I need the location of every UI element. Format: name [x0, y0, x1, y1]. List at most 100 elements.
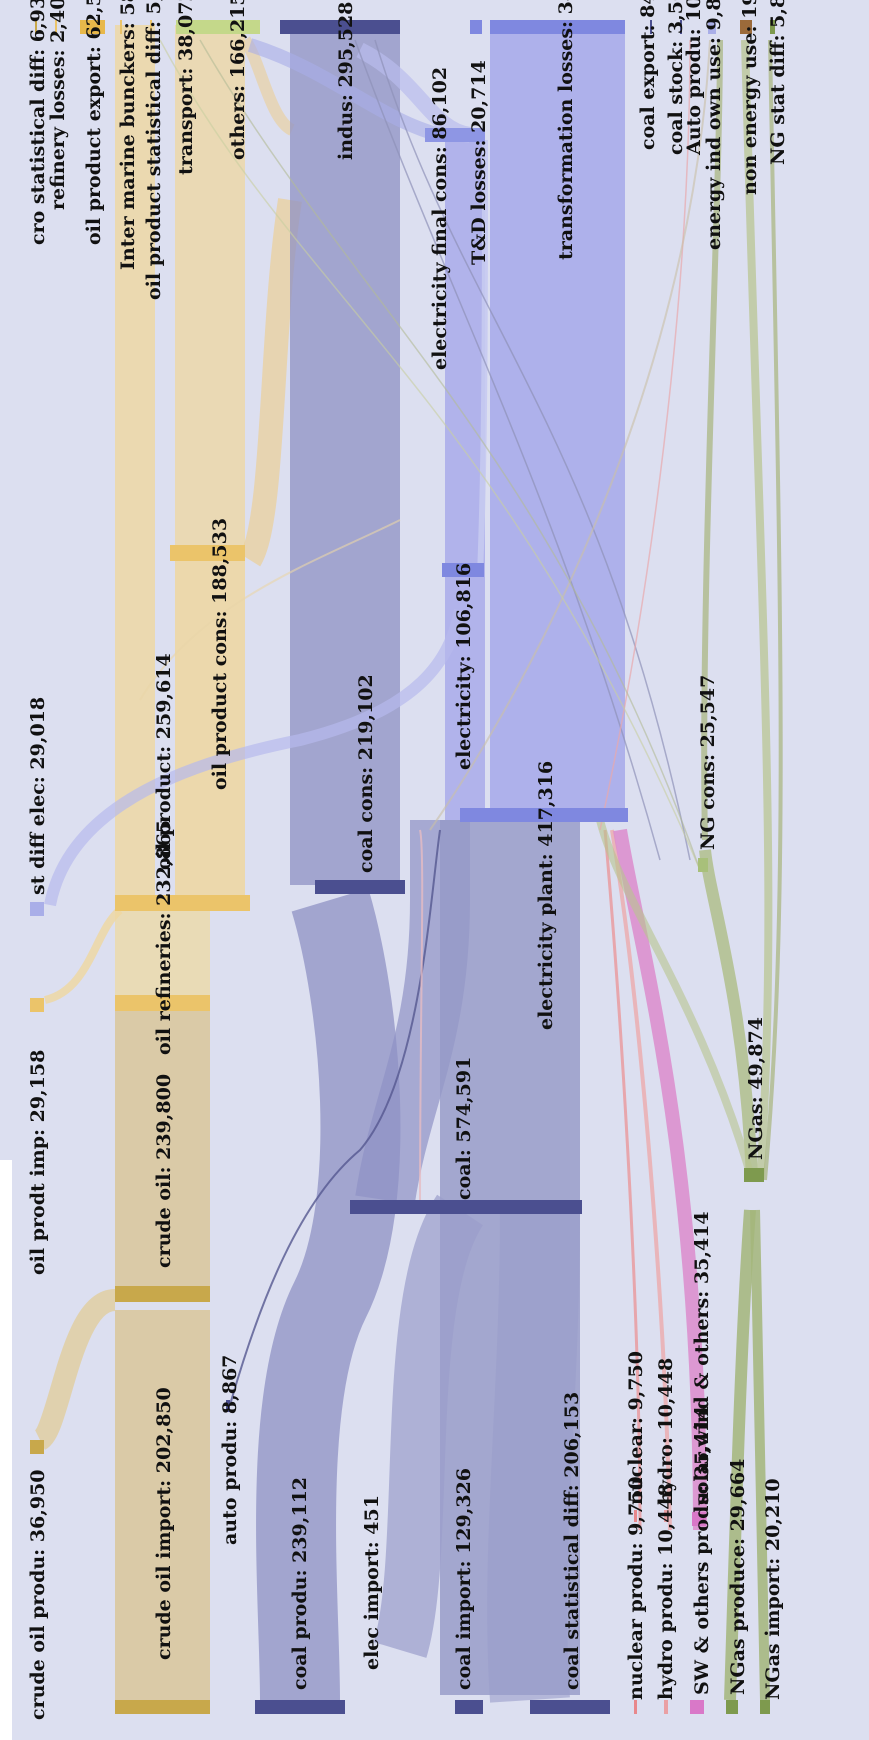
label-ngas-produce: NGas produce: 29,664 [727, 1459, 749, 1695]
flow-elec-to-others [247, 38, 442, 142]
label-sw-produ: SW & others produ: 35,414 [691, 1405, 713, 1695]
node-electricity-final-cons[interactable] [425, 128, 485, 142]
node-energy-ind-own-use[interactable] [708, 20, 716, 34]
flow-elec-import [419, 829, 424, 1211]
node-coal-cons[interactable] [315, 880, 405, 894]
node-refinery-losses[interactable] [55, 20, 57, 34]
node-oil-product-cons[interactable] [170, 545, 245, 561]
node-oil-product[interactable] [115, 895, 250, 911]
label-oil-prodt-imp: oil prodt imp: 29,158 [27, 1050, 49, 1275]
node-electricity-plant[interactable] [460, 808, 628, 822]
node-indus[interactable] [280, 20, 400, 34]
label-electricity: electricity: 106,816 [453, 563, 475, 770]
label-oil-refineries: oil refineries: 232,865 [153, 820, 175, 1055]
node-sw-produ[interactable] [690, 1700, 704, 1714]
legend-oil-prodt-imp[interactable] [30, 998, 44, 1012]
flow-crude-oil [115, 995, 210, 1300]
node-inter-marine-bunckers[interactable] [120, 20, 122, 34]
flow-ngas-import [750, 1209, 770, 1701]
node-ngas-import[interactable] [760, 1700, 770, 1714]
flow-coal-export [354, 39, 661, 861]
flow-oil-elec [139, 519, 401, 701]
node-bars [30, 20, 775, 1714]
label-coal-import: coal import: 129,326 [453, 1468, 475, 1690]
label-refinery-losses: refinery losses: 2,409 [47, 0, 69, 210]
node-ng-cons[interactable] [698, 858, 708, 872]
node-oil-product-export[interactable] [80, 20, 105, 34]
label-coal-produ: coal produ: 239,112 [289, 1477, 311, 1690]
node-solar[interactable] [692, 1512, 706, 1526]
node-ng-stat-diff[interactable] [770, 20, 775, 34]
flow-coal-stat-curve [487, 1209, 580, 1703]
node-crude-oil-import[interactable] [115, 1700, 210, 1714]
node-coal[interactable] [350, 1200, 582, 1214]
label-nuclear: nuclear: 9,750 [625, 1351, 647, 1505]
label-nuclear-produ: nuclear produ: 9,750 [625, 1476, 647, 1700]
flow-st-diff-elec [44, 608, 466, 907]
flow-elec-plant [440, 820, 580, 1205]
node-non-energy-use[interactable] [740, 20, 752, 34]
label-crude-oil-import: crude oil import: 202,850 [153, 1387, 175, 1660]
left-edge-margin [0, 1160, 12, 1740]
label-coal-stock: coal stock: 3,506 [665, 0, 687, 155]
label-crude-oil: crude oil: 239,800 [153, 1074, 175, 1268]
flow-oil-export [115, 25, 155, 905]
label-oil-product: oil product: 259,614 [153, 653, 175, 870]
node-cro-statistical-diff[interactable] [35, 20, 37, 34]
node-coal-statistical-diff[interactable] [530, 1700, 610, 1714]
flow-links [32, 25, 783, 1710]
node-ngas-produce[interactable] [726, 1700, 738, 1714]
label-indus: indus: 295,528 [335, 2, 357, 160]
node-ngas[interactable] [744, 1168, 764, 1182]
node-crude-oil[interactable] [115, 1286, 210, 1302]
label-coal-statistical-diff: coal statistical diff: 206,153 [561, 1392, 583, 1690]
node-auto-produ[interactable] [226, 1400, 230, 1412]
node-oil-refineries[interactable] [115, 995, 210, 1011]
node-coal-import[interactable] [455, 1700, 483, 1714]
flow-electricity [445, 575, 485, 820]
label-elec-import: elec import: 451 [361, 1495, 383, 1670]
flow-cro-stat [159, 39, 701, 871]
flow-coal-import-curve [373, 1194, 484, 1658]
flow-auto-produ [229, 829, 441, 1406]
label-electricity-final-cons: electricity final cons: 86,102 [429, 67, 451, 370]
label-auto-produ: auto produ: 8,867 [219, 1355, 241, 1545]
flow-oil-to-others [239, 198, 302, 567]
flow-oil-product-cons [175, 25, 245, 555]
node-coal-export[interactable] [650, 20, 652, 34]
label-oil-product-statistical-diff: oil product statistical diff: 5,966 [143, 0, 165, 300]
node-oil-product-statistical-diff[interactable] [150, 20, 152, 34]
label-transport: transport: 38,072 [175, 0, 197, 175]
node-transport[interactable] [176, 20, 194, 34]
label-coal-cons: coal cons: 219,102 [355, 674, 377, 873]
flow-oil-prodt-imp [43, 906, 123, 1004]
label-st-diff-elec: st diff elec: 29,018 [27, 697, 49, 895]
node-electricity[interactable] [442, 563, 484, 577]
flow-crude-import [115, 1310, 210, 1710]
flow-electricity-final [445, 130, 485, 575]
label-coal: coal: 574,591 [453, 1057, 475, 1200]
node-hydro[interactable] [664, 1510, 668, 1522]
node-nuclear[interactable] [634, 1510, 637, 1522]
label-ngas: NGas: 49,874 [745, 1017, 767, 1160]
label-ng-stat-diff: NG stat diff: 5,860 [767, 0, 789, 165]
flow-transport-ng [199, 39, 701, 871]
flow-energy-ind [429, 39, 711, 831]
legend-st-diff-elec[interactable] [30, 902, 44, 916]
flow-transformation-losses [490, 25, 625, 820]
label-solar: solar,wind & others: 35,414 [691, 1211, 713, 1505]
label-oil-product-cons: oil product cons: 188,533 [209, 518, 231, 790]
legend-crude-oil-produ[interactable] [30, 1440, 44, 1454]
label-energy-ind-own-use: energy ind own use: 9,870 [703, 0, 725, 250]
flow-td-losses [477, 139, 488, 576]
label-hydro-produ: hydro produ: 10,448 [655, 1483, 677, 1700]
node-coal-stock[interactable] [680, 20, 682, 34]
node-transformation-losses[interactable] [490, 20, 625, 34]
node-hydro-produ[interactable] [664, 1700, 668, 1714]
node-coal-produ[interactable] [255, 1700, 345, 1714]
node-nuclear-produ[interactable] [634, 1700, 637, 1714]
node-others[interactable] [194, 20, 260, 34]
label-cro-statistical-diff: cro statistical diff: 6,935 [27, 0, 49, 245]
node-td-losses[interactable] [470, 20, 482, 34]
